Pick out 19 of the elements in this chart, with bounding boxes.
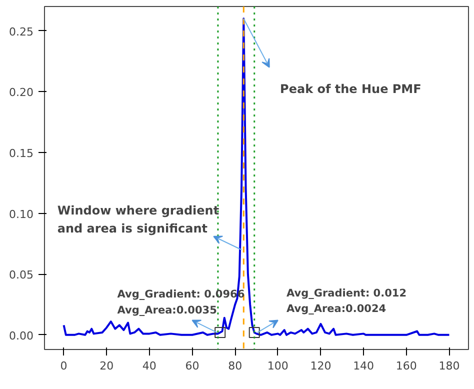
y-tick-label: 0.15 (9, 146, 34, 160)
y-tick-label: 0.20 (9, 86, 34, 100)
x-tick-label: 0 (60, 360, 68, 372)
annotation: Peak of the Hue PMF (280, 82, 422, 96)
annotation: Window where gradient and area is significant (57, 204, 220, 236)
y-tick-label: 0.10 (9, 208, 34, 221)
x-tick-label: 100 (267, 360, 288, 372)
x-tick-label: 40 (142, 360, 156, 372)
y-tick-label: 0.00 (9, 329, 34, 342)
x-tick-label: 80 (228, 360, 242, 372)
x-tick-label: 60 (185, 360, 200, 372)
y-tick-label: 0.25 (9, 25, 34, 38)
x-tick-label: 160 (396, 360, 417, 372)
y-tick-label: 0.05 (9, 268, 34, 282)
x-tick-label: 180 (438, 360, 460, 372)
x-tick-label: 140 (353, 360, 374, 372)
x-tick-label: 20 (100, 360, 114, 372)
x-tick-label: 120 (310, 360, 332, 372)
annotation: Avg_Gradient: 0.012 Avg_Area:0.0024 (286, 287, 407, 316)
